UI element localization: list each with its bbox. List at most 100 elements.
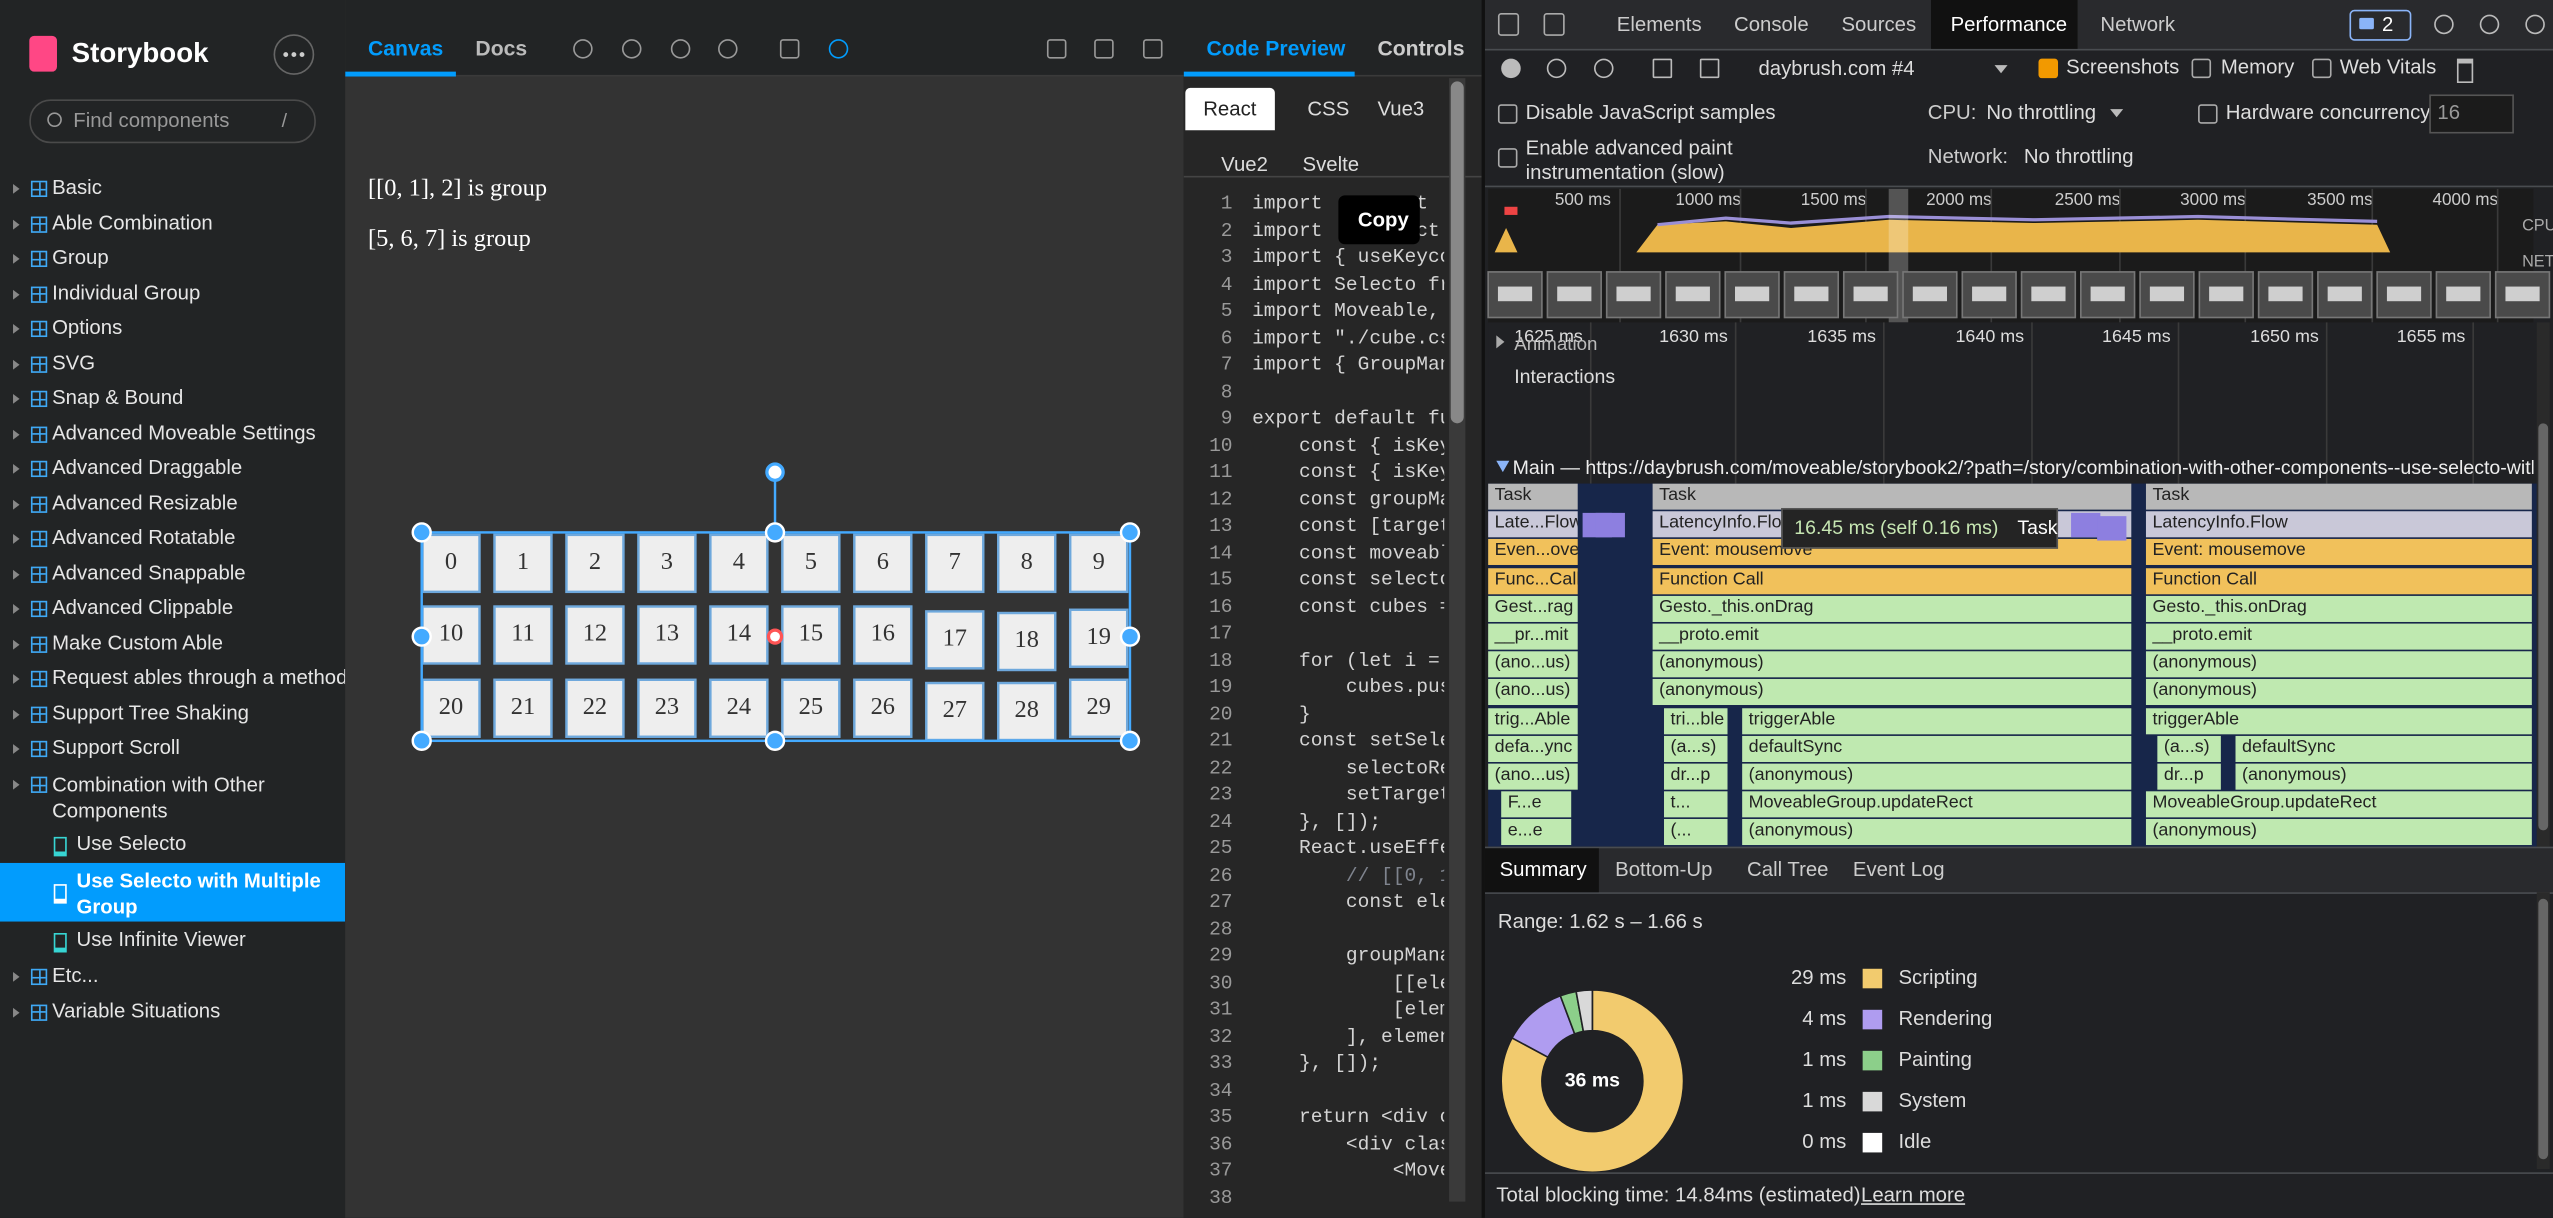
flame-entry[interactable]: Func...Call bbox=[1488, 567, 1578, 594]
framework-tab[interactable]: CSS bbox=[1307, 97, 1350, 121]
flame-entry[interactable]: (... bbox=[1664, 819, 1728, 846]
framework-tab[interactable]: Vue3 bbox=[1377, 97, 1425, 121]
profile-select[interactable]: daybrush.com #4 bbox=[1758, 56, 1915, 80]
trash-icon[interactable] bbox=[2456, 58, 2474, 84]
nav-item[interactable]: Snap & Bound bbox=[52, 385, 184, 409]
nav-item[interactable]: Advanced Clippable bbox=[52, 595, 234, 619]
flame-entry[interactable]: triggerAble bbox=[2145, 707, 2532, 734]
flame-entry[interactable]: tri...ble bbox=[1664, 707, 1728, 734]
flame-entry[interactable]: (anonymous) bbox=[2235, 763, 2532, 790]
panel-tab[interactable]: Bottom-Up bbox=[1615, 858, 1713, 881]
flame-entry[interactable]: Function Call bbox=[2145, 567, 2532, 594]
tool-icon[interactable] bbox=[828, 39, 849, 59]
tool-icon[interactable] bbox=[779, 39, 800, 59]
tool-icon[interactable] bbox=[1046, 39, 1067, 59]
tab[interactable]: Canvas bbox=[367, 35, 444, 61]
flame-entry[interactable]: Task bbox=[1652, 483, 2132, 510]
checkbox-label[interactable]: Web Vitals bbox=[2339, 55, 2437, 79]
menu-button[interactable] bbox=[273, 34, 315, 75]
flame-entry[interactable]: Gesto._this.onDrag bbox=[1652, 595, 2132, 622]
concurrency-input[interactable] bbox=[2429, 94, 2514, 134]
flame-entry[interactable]: t... bbox=[1664, 791, 1728, 818]
panel-tab[interactable]: Summary bbox=[1499, 858, 1587, 881]
issues-badge[interactable]: 2 bbox=[2349, 9, 2412, 41]
learn-more[interactable]: Learn more bbox=[1861, 1183, 1966, 1207]
checkbox[interactable] bbox=[2191, 58, 2212, 79]
tab[interactable]: Docs bbox=[475, 35, 528, 61]
nav-item[interactable]: Basic bbox=[52, 175, 102, 199]
flame-entry[interactable]: dr...p bbox=[2157, 763, 2221, 790]
tool-icon[interactable] bbox=[1497, 13, 1520, 36]
flame-entry[interactable]: (ano...us) bbox=[1488, 679, 1578, 706]
story-item[interactable]: Use Selecto with Multiple Group bbox=[76, 869, 321, 919]
flame-entry[interactable]: Even...ove bbox=[1488, 539, 1578, 566]
nav-item[interactable]: Support Scroll bbox=[52, 735, 180, 759]
flame-entry[interactable]: __proto.emit bbox=[2145, 623, 2532, 650]
checkbox-label[interactable]: Memory bbox=[2220, 55, 2295, 79]
devtools-tab[interactable]: Network bbox=[2100, 13, 2176, 36]
panel-tab[interactable]: Event Log bbox=[1852, 858, 1945, 881]
copy-label[interactable]: Copy bbox=[1357, 208, 1409, 232]
nav-item[interactable]: Etc... bbox=[52, 963, 99, 987]
nav-item[interactable]: Request ables through a method bbox=[52, 665, 346, 689]
flame-entry[interactable]: defa...ync bbox=[1488, 735, 1578, 762]
checkbox-label[interactable]: Screenshots bbox=[2066, 55, 2180, 79]
checkbox-label[interactable]: Disable JavaScript samples bbox=[1525, 100, 1776, 124]
flame-entry[interactable]: e...e bbox=[1501, 819, 1572, 846]
checkbox-label[interactable]: Hardware concurrency bbox=[2225, 100, 2431, 124]
flame-entry[interactable]: Task bbox=[2145, 483, 2532, 510]
checkbox[interactable] bbox=[1497, 148, 1518, 168]
flame-entry[interactable]: (a...s) bbox=[1664, 735, 1728, 762]
tool-icon[interactable] bbox=[2434, 14, 2454, 35]
flame-entry[interactable]: Function Call bbox=[1652, 567, 2132, 594]
nav-item[interactable]: Advanced Rotatable bbox=[52, 525, 236, 549]
framework-tab[interactable]: Svelte bbox=[1302, 153, 1360, 176]
framework-tab[interactable]: Vue2 bbox=[1221, 153, 1268, 176]
flame-entry[interactable]: (anonymous) bbox=[2145, 679, 2532, 706]
devtools-tab[interactable]: Elements bbox=[1616, 13, 1702, 36]
tool-icon[interactable] bbox=[1593, 58, 1614, 79]
story-item[interactable]: Use Selecto bbox=[76, 832, 187, 855]
devtools-tab[interactable]: Sources bbox=[1841, 13, 1917, 36]
nav-item[interactable]: Variable Situations bbox=[52, 998, 221, 1022]
tool-icon[interactable] bbox=[718, 39, 738, 59]
flame-entry[interactable]: (anonymous) bbox=[1742, 819, 2132, 846]
flame-entry[interactable]: MoveableGroup.updateRect bbox=[2145, 791, 2532, 818]
nav-item[interactable]: Make Custom Able bbox=[52, 630, 223, 654]
cpu-select[interactable]: No throttling bbox=[1986, 100, 2097, 124]
flame-entry[interactable]: Gesto._this.onDrag bbox=[2145, 595, 2532, 622]
flame-entry[interactable]: (anonymous) bbox=[2145, 651, 2532, 678]
copy-button[interactable] bbox=[1338, 195, 1420, 245]
tool-icon[interactable] bbox=[1543, 13, 1565, 36]
flame-entry[interactable]: (ano...us) bbox=[1488, 651, 1578, 678]
framework-tab[interactable]: React bbox=[1185, 87, 1275, 131]
flame-entry[interactable]: defaultSync bbox=[1742, 735, 2132, 762]
flame-entry[interactable]: __proto.emit bbox=[1652, 623, 2132, 650]
checkbox[interactable] bbox=[2038, 58, 2059, 79]
checkbox[interactable] bbox=[2198, 104, 2218, 124]
flame-entry[interactable]: (anonymous) bbox=[2145, 819, 2532, 846]
checkbox[interactable] bbox=[1497, 104, 1518, 124]
nav-item[interactable]: Group bbox=[52, 245, 109, 269]
flame-entry[interactable]: MoveableGroup.updateRect bbox=[1742, 791, 2132, 818]
nav-item[interactable]: SVG bbox=[52, 350, 96, 374]
tab[interactable]: Controls bbox=[1377, 35, 1465, 61]
tool-icon[interactable] bbox=[1142, 39, 1163, 59]
tool-icon[interactable] bbox=[2479, 14, 2500, 35]
flame-entry[interactable]: F...e bbox=[1501, 791, 1572, 818]
tool-icon[interactable] bbox=[573, 39, 593, 59]
flame-entry[interactable]: dr...p bbox=[1664, 763, 1728, 790]
tool-icon[interactable] bbox=[621, 39, 642, 59]
flame-entry[interactable]: triggerAble bbox=[1742, 707, 2132, 734]
flame-entry[interactable]: Task bbox=[1488, 483, 1578, 510]
flame-entry[interactable]: (anonymous) bbox=[1742, 763, 2132, 790]
nav-item[interactable]: Advanced Snappable bbox=[52, 560, 246, 584]
nav-item[interactable]: Able Combination bbox=[52, 210, 213, 234]
flame-entry[interactable]: Late...Flow bbox=[1488, 511, 1578, 538]
flame-entry[interactable]: (ano...us) bbox=[1488, 763, 1578, 790]
tool-icon[interactable] bbox=[670, 39, 691, 59]
flame-entry[interactable]: (anonymous) bbox=[1652, 679, 2132, 706]
checkbox-label[interactable]: Enable advanced paint instrumentation (s… bbox=[1525, 136, 1733, 184]
tool-icon[interactable] bbox=[1699, 58, 1720, 79]
flame-entry[interactable]: __pr...mit bbox=[1488, 623, 1578, 650]
